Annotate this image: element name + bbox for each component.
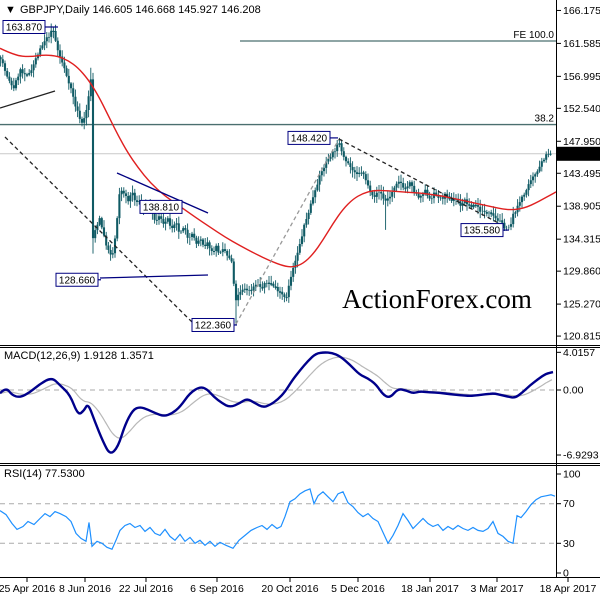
- price-label-135.580: 135.580: [460, 223, 509, 238]
- macd-tick-label: 4.0157: [563, 347, 595, 359]
- price-label-122.360: 122.360: [191, 317, 237, 332]
- price-label-text: 122.360: [195, 320, 232, 331]
- price-annotation-labels: 163.870 148.420 138.810 128.660 122.360 135.5…: [2, 19, 509, 332]
- price-label-text: 138.810: [143, 202, 180, 213]
- price-tick-label: 134.315: [563, 234, 600, 246]
- price-tick-label: 138.905: [563, 201, 600, 213]
- moving-average-path: [0, 47, 557, 268]
- trendline-2[interactable]: [235, 138, 340, 325]
- price-tick-label: 152.540: [563, 103, 600, 115]
- price-label-box: [287, 130, 331, 145]
- date-tick-label: 8 Jun 2016: [59, 583, 111, 595]
- price-label-148.420: 148.420: [287, 130, 338, 145]
- price-label-box: [139, 199, 183, 214]
- rsi-series: [0, 488, 556, 550]
- date-tick-label: 22 Jul 2016: [119, 583, 173, 595]
- current-price-badge: [557, 146, 600, 161]
- fib-level-label-1: 38.2: [535, 114, 555, 125]
- date-tick-label: 20 Oct 2016: [261, 583, 318, 595]
- price-label-128.660: 128.660: [55, 272, 101, 287]
- trendline-1[interactable]: [4, 136, 193, 323]
- macd-indicator-label: MACD(12,26,9) 1.9128 1.3571: [4, 350, 154, 362]
- price-label-138.810: 138.810: [139, 199, 183, 214]
- date-tick-label: 18 Apr 2017: [540, 583, 597, 595]
- macd-pane[interactable]: [0, 347, 556, 463]
- price-label-text: 135.580: [464, 226, 501, 237]
- fib-level-label-0: FE 100.0: [513, 30, 554, 41]
- macd-signal-path: [0, 356, 553, 439]
- chart-title-ohlc: GBPJPY,Daily 146.605 146.668 145.927 146…: [20, 4, 261, 16]
- moving-average-line: [0, 47, 557, 268]
- rsi-tick-label: 0: [563, 568, 569, 580]
- price-tick-label: 143.495: [563, 168, 600, 180]
- date-tick-label: 5 Dec 2016: [331, 583, 385, 595]
- rsi-path: [0, 488, 556, 550]
- date-tick-label: 6 Sep 2016: [190, 583, 244, 595]
- macd-series: [0, 351, 556, 454]
- price-tick-label: 147.950: [563, 136, 600, 148]
- price-label-text: 128.660: [59, 275, 96, 286]
- trendline-0[interactable]: [0, 90, 56, 109]
- rsi-pane[interactable]: [0, 465, 556, 577]
- date-tick-label: 18 Jan 2017: [401, 583, 459, 595]
- axes-layer: 166.175 161.585 156.995 152.540 147.950 143.4…: [0, 5, 600, 595]
- price-label-box: [2, 19, 46, 34]
- price-tick-label: 125.270: [563, 299, 600, 311]
- price-label-box: [55, 272, 99, 287]
- macd-tick-label: -6.9293: [563, 450, 599, 462]
- symbol-dropdown-icon[interactable]: ▼: [5, 4, 16, 16]
- pane-borders: [0, 0, 600, 578]
- trendlines-layer[interactable]: [0, 90, 507, 325]
- price-label-box: [191, 317, 235, 332]
- price-label-box: [460, 223, 504, 238]
- watermark-text: ActionForex.com: [342, 284, 532, 314]
- rsi-tick-label: 30: [563, 538, 575, 550]
- price-tick-label: 129.860: [563, 266, 600, 278]
- price-tick-label: 161.585: [563, 38, 600, 50]
- date-tick-label: 3 Mar 2017: [470, 583, 523, 595]
- price-tick-label: 120.815: [563, 331, 600, 343]
- price-tick-label: 156.995: [563, 71, 600, 83]
- rsi-tick-label: 70: [563, 498, 575, 510]
- trendline-4[interactable]: [116, 172, 209, 214]
- price-label-text: 148.420: [291, 133, 328, 144]
- price-label-text: 163.870: [6, 22, 43, 33]
- candlestick-series: [0, 23, 552, 325]
- macd-tick-label: 0.00: [563, 385, 584, 397]
- candle-bodies: [0, 30, 552, 301]
- date-tick-label: 25 Apr 2016: [0, 583, 55, 595]
- macd-main-path: [0, 351, 554, 454]
- trendline-3[interactable]: [338, 138, 507, 228]
- rsi-tick-label: 100: [563, 469, 581, 481]
- rsi-indicator-label: RSI(14) 77.5300: [4, 468, 85, 480]
- price-label-163.870: 163.870: [2, 19, 58, 34]
- current-price-badge-text: 146.208: [560, 149, 598, 161]
- trendline-5[interactable]: [99, 274, 209, 279]
- price-tick-label: 166.175: [563, 5, 600, 17]
